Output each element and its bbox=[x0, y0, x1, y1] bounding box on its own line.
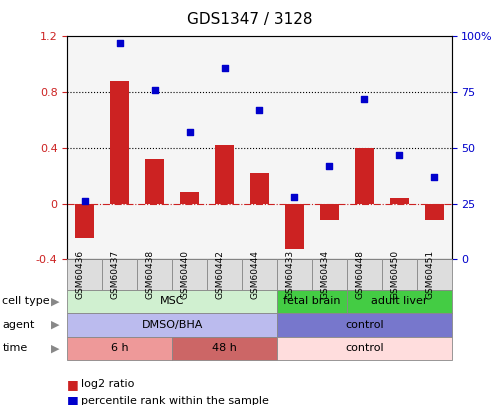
Text: GSM60444: GSM60444 bbox=[250, 250, 259, 299]
Text: GSM60450: GSM60450 bbox=[390, 250, 399, 299]
Bar bbox=[355, 148, 374, 204]
Text: ▶: ▶ bbox=[50, 320, 59, 330]
Point bbox=[221, 64, 229, 71]
Text: 6 h: 6 h bbox=[111, 343, 129, 353]
Text: ■: ■ bbox=[67, 394, 79, 405]
Bar bbox=[75, 204, 94, 238]
Text: MSC: MSC bbox=[160, 296, 185, 306]
Point bbox=[430, 174, 438, 180]
Text: fetal brain: fetal brain bbox=[283, 296, 341, 306]
Point bbox=[360, 96, 368, 102]
Point bbox=[395, 151, 403, 158]
Bar bbox=[145, 159, 164, 204]
Text: control: control bbox=[345, 320, 384, 330]
Point bbox=[290, 194, 298, 200]
Point bbox=[116, 40, 124, 47]
Text: time: time bbox=[2, 343, 28, 353]
Point bbox=[325, 162, 333, 169]
Text: GSM60436: GSM60436 bbox=[76, 250, 85, 299]
Bar bbox=[425, 204, 444, 220]
Text: adult liver: adult liver bbox=[371, 296, 428, 306]
Text: agent: agent bbox=[2, 320, 35, 330]
Bar bbox=[320, 204, 339, 220]
Text: log2 ratio: log2 ratio bbox=[81, 379, 135, 389]
Bar bbox=[390, 198, 409, 204]
Bar bbox=[110, 81, 129, 204]
Text: percentile rank within the sample: percentile rank within the sample bbox=[81, 396, 269, 405]
Text: GSM60433: GSM60433 bbox=[285, 250, 294, 299]
Text: GSM60438: GSM60438 bbox=[146, 250, 155, 299]
Text: ▶: ▶ bbox=[50, 296, 59, 306]
Point bbox=[81, 198, 89, 205]
Text: GSM60434: GSM60434 bbox=[320, 250, 329, 299]
Text: 48 h: 48 h bbox=[212, 343, 237, 353]
Text: GDS1347 / 3128: GDS1347 / 3128 bbox=[187, 12, 312, 27]
Text: cell type: cell type bbox=[2, 296, 50, 306]
Text: GSM60442: GSM60442 bbox=[216, 250, 225, 299]
Text: GSM60448: GSM60448 bbox=[355, 250, 364, 299]
Point bbox=[151, 87, 159, 93]
Bar bbox=[180, 192, 199, 204]
Text: ■: ■ bbox=[67, 378, 79, 391]
Bar bbox=[250, 173, 269, 204]
Point bbox=[255, 107, 263, 113]
Text: ▶: ▶ bbox=[50, 343, 59, 353]
Text: GSM60440: GSM60440 bbox=[181, 250, 190, 299]
Text: DMSO/BHA: DMSO/BHA bbox=[142, 320, 203, 330]
Point bbox=[186, 129, 194, 136]
Bar bbox=[285, 204, 304, 249]
Text: GSM60451: GSM60451 bbox=[425, 250, 434, 299]
Text: GSM60437: GSM60437 bbox=[111, 250, 120, 299]
Text: control: control bbox=[345, 343, 384, 353]
Bar bbox=[215, 145, 234, 204]
